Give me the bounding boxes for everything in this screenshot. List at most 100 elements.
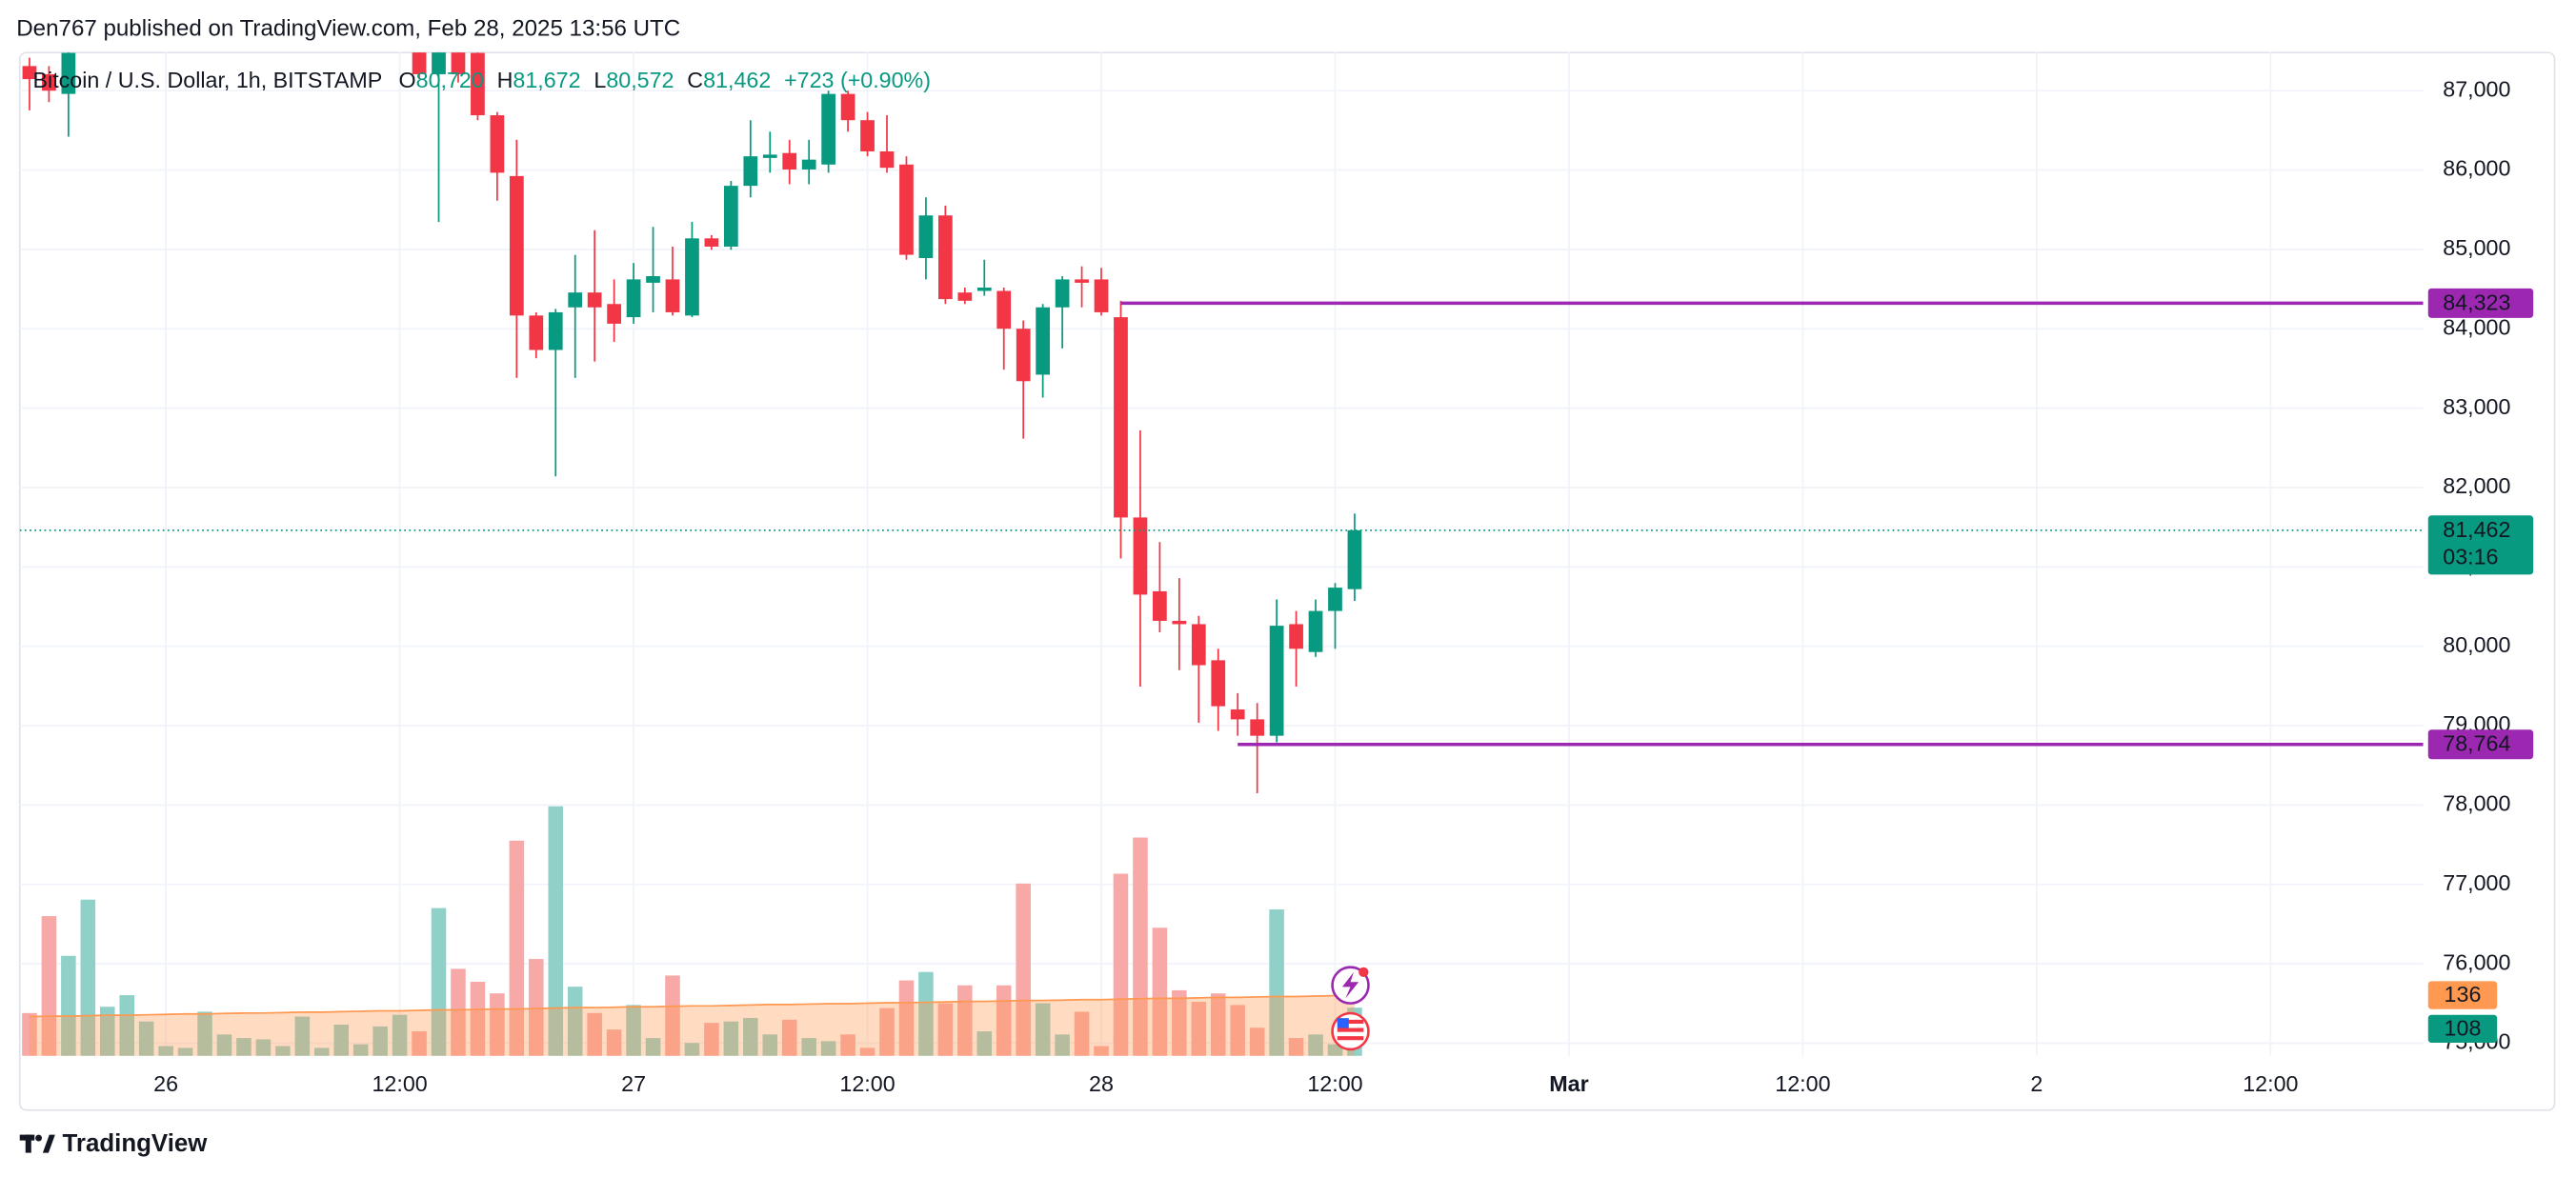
volume-bar bbox=[197, 1011, 212, 1056]
volume-bar bbox=[119, 995, 135, 1056]
volume-bar bbox=[177, 1047, 193, 1056]
logo-part bbox=[35, 1134, 43, 1142]
flag-canton bbox=[1337, 1018, 1349, 1028]
volume-bar bbox=[470, 981, 486, 1056]
volume-bar bbox=[684, 1043, 700, 1056]
x-tick-label: 27 bbox=[621, 1071, 646, 1096]
candle-body bbox=[61, 52, 76, 94]
overlay: 75,00076,00077,00078,00079,00080,00081,0… bbox=[33, 68, 2534, 1096]
candle-body bbox=[1055, 279, 1070, 308]
volume-bar bbox=[216, 1034, 232, 1056]
candle-body bbox=[1094, 279, 1109, 312]
volume-bar bbox=[352, 1044, 369, 1056]
candle-body bbox=[1191, 624, 1206, 666]
candle-body bbox=[568, 292, 583, 308]
legend-field: L bbox=[594, 68, 606, 92]
volume-bar bbox=[1074, 1011, 1090, 1056]
brand-name: TradingView bbox=[63, 1130, 209, 1157]
candle-body bbox=[1114, 317, 1128, 518]
flag-stripe bbox=[1337, 1019, 1364, 1025]
volume-bar bbox=[392, 1014, 408, 1056]
x-tick-label: 12:00 bbox=[372, 1071, 427, 1096]
y-tick-label: 82,000 bbox=[2443, 473, 2510, 498]
y-tick-label: 77,000 bbox=[2443, 870, 2510, 895]
volume-label-box bbox=[2427, 1014, 2498, 1044]
volume-bar bbox=[1249, 1027, 1265, 1056]
candle-body bbox=[918, 215, 934, 258]
volume-bar bbox=[1016, 883, 1031, 1056]
candle-body bbox=[1133, 517, 1148, 595]
candle-body bbox=[976, 288, 992, 291]
volume-bar bbox=[1172, 989, 1187, 1056]
volume-bar bbox=[22, 1012, 37, 1056]
legend-change: +723 (+0.90%) bbox=[784, 68, 931, 92]
candle-body bbox=[1230, 709, 1245, 720]
volume-ma-area bbox=[29, 995, 1355, 1056]
y-tick-label: 86,000 bbox=[2443, 156, 2510, 181]
volume-bar bbox=[372, 1026, 388, 1056]
candle-body bbox=[1016, 329, 1031, 382]
candle-body bbox=[957, 292, 973, 301]
volume-bar bbox=[1055, 1034, 1070, 1056]
x-tick-label: 12:00 bbox=[1775, 1071, 1830, 1096]
candle-body bbox=[1308, 610, 1323, 652]
candle-body bbox=[899, 164, 914, 255]
volume-bar bbox=[1308, 1034, 1323, 1056]
volume-bar bbox=[976, 1031, 993, 1056]
y-tick-label: 84,000 bbox=[2443, 314, 2510, 339]
x-tick-label: 12:00 bbox=[2243, 1071, 2298, 1096]
candle-body bbox=[665, 279, 680, 312]
volume-bar bbox=[781, 1019, 797, 1056]
candle-body bbox=[646, 276, 660, 283]
volume-bar bbox=[314, 1047, 330, 1056]
legend-symbol: Bitcoin / U.S. Dollar, 1h, BITSTAMP bbox=[33, 68, 383, 92]
level-label: 84,323 bbox=[2443, 289, 2510, 314]
candle-body bbox=[685, 238, 699, 316]
attribution: Den767 published on TradingView.com, Feb… bbox=[16, 15, 680, 41]
volume-bar bbox=[61, 955, 76, 1056]
candle-body bbox=[1328, 588, 1342, 611]
volume-bar bbox=[665, 975, 680, 1056]
volume-ma-line bbox=[29, 994, 1355, 1018]
candle-body bbox=[432, 52, 446, 74]
countdown: 03:16 bbox=[2443, 544, 2498, 569]
candle-body bbox=[996, 290, 1012, 329]
level-label-box bbox=[2427, 288, 2534, 318]
volume-bar bbox=[1133, 837, 1148, 1056]
volume-bar bbox=[1230, 1005, 1245, 1056]
volume-bar bbox=[529, 959, 544, 1056]
volume-bar bbox=[704, 1023, 719, 1056]
volume-bar bbox=[431, 908, 447, 1056]
volume-bar bbox=[294, 1016, 311, 1056]
volume-bar bbox=[626, 1005, 641, 1056]
volume-bar bbox=[100, 1007, 115, 1056]
legend-value: 81,672 bbox=[513, 68, 580, 92]
volume-bar bbox=[158, 1046, 173, 1056]
volume-bar bbox=[762, 1034, 778, 1056]
legend-field: O bbox=[399, 68, 416, 92]
volume-bar bbox=[820, 1041, 836, 1056]
volume-bar bbox=[412, 1031, 427, 1056]
grid bbox=[19, 52, 2424, 1056]
volume-bar bbox=[957, 985, 973, 1056]
candle-body bbox=[704, 238, 719, 247]
y-tick-label: 76,000 bbox=[2443, 949, 2510, 974]
x-tick-label: 28 bbox=[1089, 1071, 1114, 1096]
volume-bar bbox=[879, 1007, 895, 1056]
candle-body bbox=[1347, 529, 1362, 589]
candle-body bbox=[1211, 660, 1226, 707]
candle-body bbox=[412, 52, 427, 74]
x-tick-label: 12:00 bbox=[839, 1071, 895, 1096]
candle-body bbox=[490, 115, 505, 173]
candle-body bbox=[471, 52, 485, 116]
volume-bar bbox=[937, 1003, 954, 1056]
last-price-label: 81,462 bbox=[2443, 517, 2510, 542]
legend-field: C bbox=[687, 68, 703, 92]
volume-bar bbox=[801, 1038, 816, 1056]
logo-part bbox=[42, 1134, 55, 1153]
candle-body bbox=[860, 120, 875, 151]
volume-bar bbox=[255, 1039, 272, 1056]
volume-ma-label-box bbox=[2427, 981, 2498, 1009]
volume-bar bbox=[918, 971, 934, 1056]
